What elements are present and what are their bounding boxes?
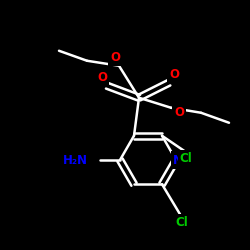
Text: H₂N: H₂N <box>63 154 88 166</box>
Text: O: O <box>169 68 179 81</box>
Text: Cl: Cl <box>176 216 188 229</box>
Text: N: N <box>173 154 183 166</box>
Text: O: O <box>174 106 184 119</box>
Text: O: O <box>97 71 107 84</box>
Text: O: O <box>110 51 120 64</box>
Text: Cl: Cl <box>180 152 192 165</box>
